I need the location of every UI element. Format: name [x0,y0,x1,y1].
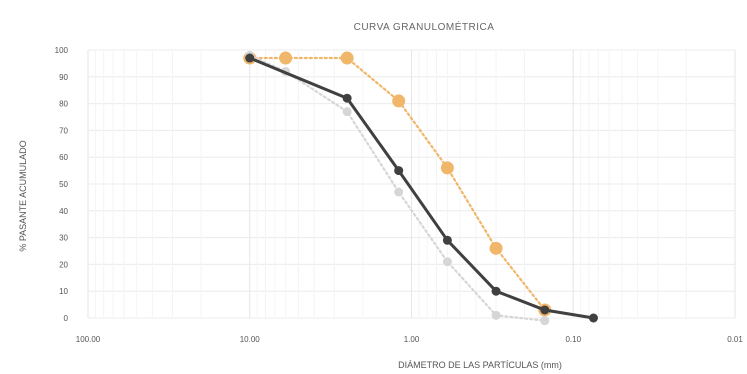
series-2-point [442,257,452,267]
series-layer [243,50,598,326]
series-3-point [491,286,501,296]
x-axis-ticks: 100.00 10.00 1.00 0.10 0.01 [76,335,744,344]
series-2-point [540,316,550,326]
series-3-point [245,53,255,63]
y-tick-label: 60 [59,153,68,162]
x-tick-label: 0.01 [727,335,743,344]
series-3-point [442,235,452,245]
series-1-point [489,241,503,255]
y-tick-label: 20 [59,260,68,269]
series-2-point [491,310,501,320]
series-3-point [540,305,550,315]
y-tick-label: 90 [59,73,68,82]
series-1-point [279,51,293,65]
y-axis-label: % PASANTE ACUMULADO [18,140,28,251]
series-1-point [340,51,354,65]
y-axis-ticks: 0 10 20 30 40 50 60 70 80 90 100 [55,46,69,323]
x-tick-label: 10.00 [240,335,261,344]
series-3-point [342,93,352,103]
y-tick-label: 70 [59,126,68,135]
y-tick-label: 80 [59,100,68,109]
y-tick-label: 50 [59,180,68,189]
series-2-point [342,107,352,117]
grid [87,49,736,319]
y-tick-label: 100 [55,46,69,55]
x-tick-label: 0.10 [565,335,581,344]
x-tick-label: 1.00 [404,335,420,344]
y-tick-label: 0 [64,314,69,323]
series-2-point [394,187,404,197]
series-3-line [249,56,594,320]
series-1-point [392,94,406,108]
series-1-point [440,161,454,175]
y-tick-label: 10 [59,287,68,296]
series-3-point [588,313,598,323]
x-tick-label: 100.00 [76,335,101,344]
y-tick-label: 30 [59,234,68,243]
x-axis-label: DIÁMETRO DE LAS PARTÍCULAS (mm) [398,360,562,370]
series-3-point [394,166,404,176]
chart-title: CURVA GRANULOMÉTRICA [354,20,495,33]
y-tick-label: 40 [59,207,68,216]
